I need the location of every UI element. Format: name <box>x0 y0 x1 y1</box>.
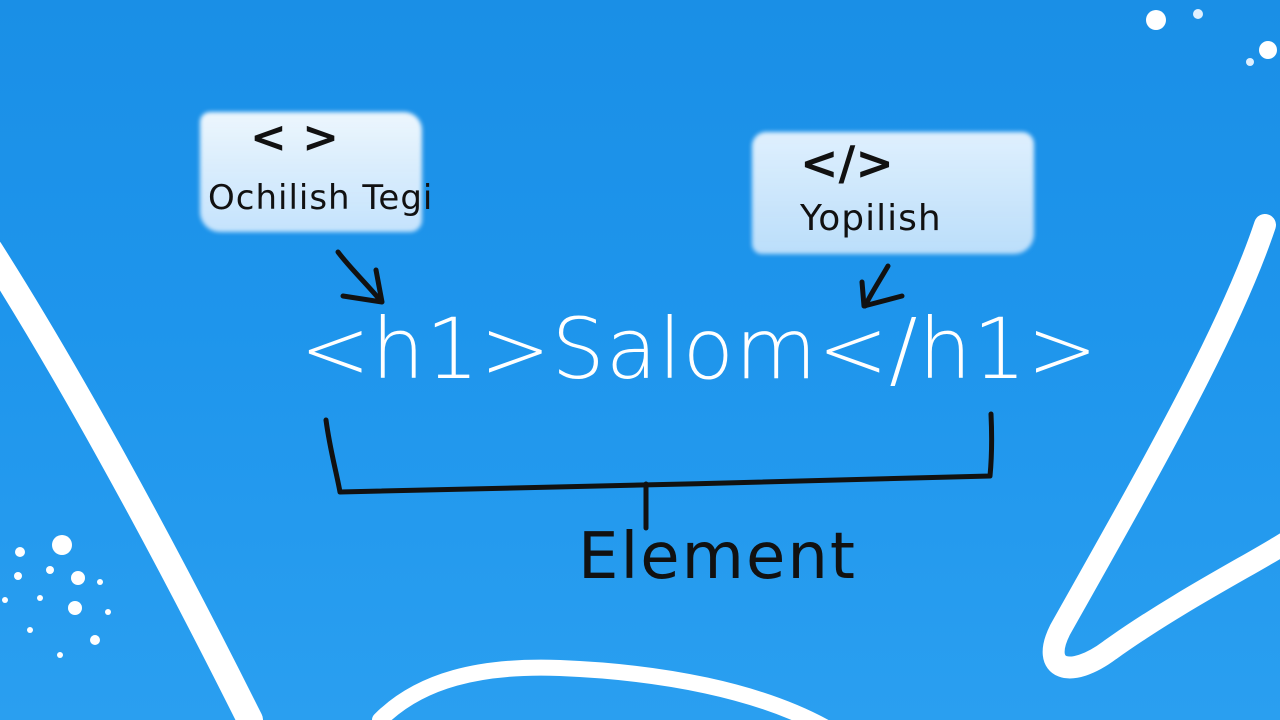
dot <box>37 595 43 601</box>
dot <box>27 627 33 633</box>
opening-highlight <box>200 112 422 232</box>
dot <box>1259 41 1277 59</box>
dot <box>15 547 25 557</box>
element-bracket <box>323 411 995 495</box>
closing-tag-glyph: </> <box>800 136 894 190</box>
closing-tag-caption: Yopilish <box>800 198 942 239</box>
dot <box>90 635 100 645</box>
dot <box>46 566 54 574</box>
dot <box>105 609 111 615</box>
dot <box>1146 10 1166 30</box>
closing-arrowhead <box>859 279 905 309</box>
dot <box>1193 9 1203 19</box>
opening-tag-caption: Ochilish Tegi <box>208 178 434 218</box>
right-brush-stroke <box>1042 214 1280 679</box>
closing-arrow <box>862 263 891 309</box>
element-label: Element <box>578 520 857 594</box>
dot <box>71 571 85 585</box>
dot <box>1246 58 1254 66</box>
dot <box>68 601 82 615</box>
dot <box>14 572 22 580</box>
dot <box>97 579 103 585</box>
html-code-sample: <h1>Salom</h1> <box>300 300 1099 398</box>
left-brush-stroke <box>0 241 263 720</box>
opening-arrow <box>335 249 383 303</box>
opening-tag-glyph: < > <box>250 112 340 163</box>
dot <box>2 597 8 603</box>
bottom-brush-stroke <box>372 659 829 720</box>
dot <box>57 652 63 658</box>
dot <box>52 535 72 555</box>
opening-arrowhead <box>340 267 385 305</box>
closing-highlight <box>752 132 1034 254</box>
